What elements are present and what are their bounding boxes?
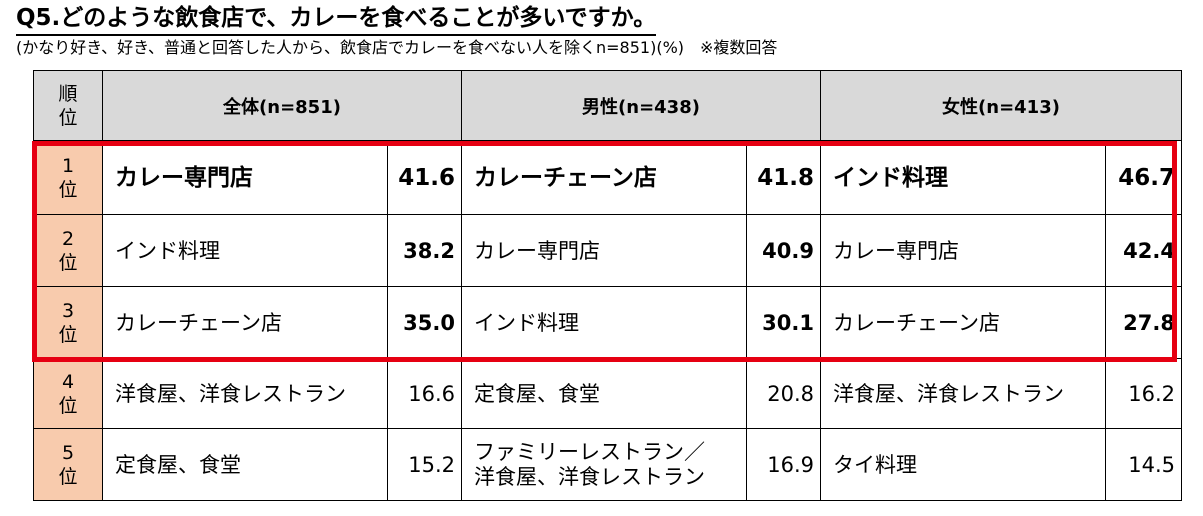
item-value-all: 35.0	[387, 286, 462, 359]
item-name-male: カレーチェーン店	[461, 140, 747, 215]
table-row-rank-1: 1 位 カレー専門店 41.6 カレーチェーン店 41.8 インド料理 46.7	[33, 140, 1182, 215]
rank-cell: 5 位	[33, 428, 103, 501]
item-value-male: 30.1	[746, 286, 821, 359]
rank-header-line1: 順	[58, 82, 78, 105]
item-name-all: カレーチェーン店	[102, 286, 388, 359]
rank-header-line2: 位	[58, 106, 78, 129]
item-value-male: 41.8	[746, 140, 821, 215]
item-name-female: カレーチェーン店	[820, 286, 1106, 359]
item-value-female: 46.7	[1105, 140, 1182, 215]
group-header-female: 女性(n=413)	[820, 70, 1182, 141]
item-name-all: インド料理	[102, 214, 388, 287]
item-name-male-line2: 洋食屋、洋食レストラン	[474, 464, 705, 489]
item-value-all: 15.2	[387, 428, 462, 501]
page-title: Q5.どのような飲食店で、カレーを食べることが多いですか。	[16, 3, 657, 36]
table-row-rank-4: 4 位 洋食屋、洋食レストラン 16.6 定食屋、食堂 20.8 洋食屋、洋食レ…	[33, 358, 1182, 429]
rank-cell: 4 位	[33, 358, 103, 429]
item-name-all: カレー専門店	[102, 140, 388, 215]
item-value-all: 38.2	[387, 214, 462, 287]
item-value-all: 16.6	[387, 358, 462, 429]
rank-number: 2	[61, 227, 75, 250]
rank-number: 5	[61, 441, 75, 464]
group-header-all: 全体(n=851)	[102, 70, 462, 141]
item-name-male: インド料理	[461, 286, 747, 359]
rank-cell: 2 位	[33, 214, 103, 287]
item-value-female: 27.8	[1105, 286, 1182, 359]
rank-number: 1	[61, 154, 75, 177]
table-row-rank-3: 3 位 カレーチェーン店 35.0 インド料理 30.1 カレーチェーン店 27…	[33, 286, 1182, 359]
rank-suffix: 位	[58, 323, 78, 346]
rank-suffix: 位	[58, 178, 78, 201]
table-row-rank-5: 5 位 定食屋、食堂 15.2 ファミリーレストラン／ 洋食屋、洋食レストラン …	[33, 428, 1182, 501]
rank-header: 順 位	[33, 70, 103, 141]
item-name-male: カレー専門店	[461, 214, 747, 287]
item-value-male: 20.8	[746, 358, 821, 429]
item-name-female: カレー専門店	[820, 214, 1106, 287]
item-name-female: タイ料理	[820, 428, 1106, 501]
item-value-female: 16.2	[1105, 358, 1182, 429]
rank-cell: 3 位	[33, 286, 103, 359]
rank-suffix: 位	[58, 465, 78, 488]
item-value-female: 42.4	[1105, 214, 1182, 287]
item-value-all: 41.6	[387, 140, 462, 215]
item-value-male: 40.9	[746, 214, 821, 287]
rank-number: 4	[61, 370, 75, 393]
rank-suffix: 位	[58, 251, 78, 274]
group-header-male: 男性(n=438)	[461, 70, 821, 141]
rank-cell: 1 位	[33, 140, 103, 215]
item-name-all: 定食屋、食堂	[102, 428, 388, 501]
item-value-male: 16.9	[746, 428, 821, 501]
item-name-female: 洋食屋、洋食レストラン	[820, 358, 1106, 429]
item-name-male-line1: ファミリーレストラン／	[474, 439, 705, 464]
item-name-female: インド料理	[820, 140, 1106, 215]
ranking-table: 順 位 全体(n=851) 男性(n=438) 女性(n=413) 1 位 カレ…	[33, 70, 1182, 501]
page-subtitle: (かなり好き、好き、普通と回答した人から、飲食店でカレーを食べない人を除くn=8…	[16, 38, 778, 57]
item-value-female: 14.5	[1105, 428, 1182, 501]
rank-number: 3	[61, 299, 75, 322]
item-name-male: ファミリーレストラン／ 洋食屋、洋食レストラン	[461, 428, 747, 501]
header-row: 順 位 全体(n=851) 男性(n=438) 女性(n=413)	[33, 70, 1182, 141]
table-row-rank-2: 2 位 インド料理 38.2 カレー専門店 40.9 カレー専門店 42.4	[33, 214, 1182, 287]
item-name-male: 定食屋、食堂	[461, 358, 747, 429]
rank-suffix: 位	[58, 394, 78, 417]
item-name-all: 洋食屋、洋食レストラン	[102, 358, 388, 429]
